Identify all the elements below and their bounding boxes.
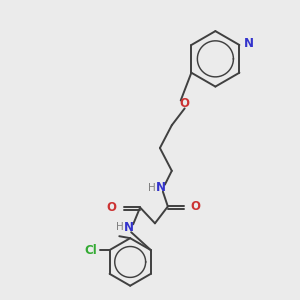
Text: N: N: [124, 221, 134, 234]
Text: N: N: [156, 181, 166, 194]
Text: O: O: [190, 200, 201, 213]
Text: O: O: [106, 201, 116, 214]
Text: H: H: [148, 183, 156, 193]
Text: N: N: [243, 38, 254, 50]
Text: O: O: [180, 97, 190, 110]
Text: Cl: Cl: [84, 244, 97, 256]
Text: H: H: [116, 222, 124, 232]
